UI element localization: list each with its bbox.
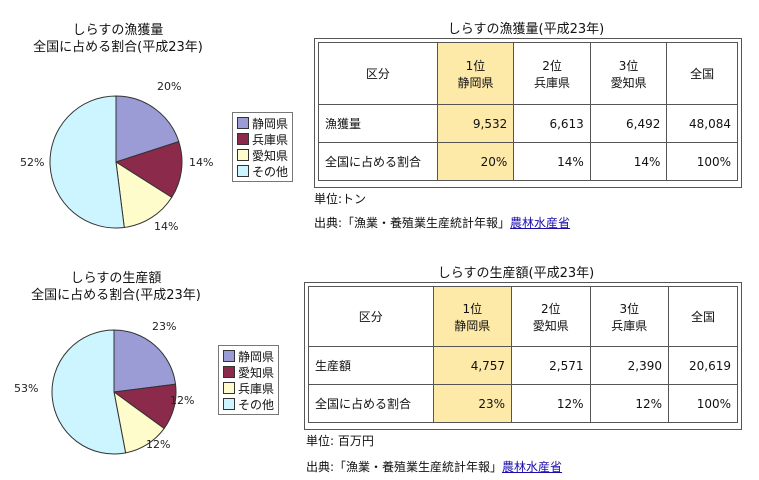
- table-cell: 区分: [308, 286, 434, 347]
- table-cell: 2位 兵庫県: [513, 42, 591, 105]
- pie1-subtitle: 全国に占める割合(平成23年): [33, 40, 203, 55]
- source-text: 出典:「漁業・養殖業生産統計年報」: [314, 216, 511, 230]
- table-row: 区分 1位 静岡県 2位 兵庫県 3位 愛知県 全国: [318, 42, 738, 105]
- table-cell: 12%: [511, 384, 591, 423]
- legend-label: 愛知県: [252, 148, 289, 163]
- table-cell: 4,757: [432, 346, 513, 385]
- table-cell: 全国に占める割合: [318, 142, 438, 181]
- table-cell: 漁獲量: [318, 104, 438, 143]
- table-cell: 6,613: [513, 104, 591, 143]
- table-row: 生産額 4,757 2,571 2,390 20,619: [308, 346, 738, 385]
- pie2-title-block: しらすの生産額 全国に占める割合(平成23年): [6, 270, 226, 304]
- table-cell: 1位 静岡県: [436, 42, 515, 105]
- legend-label: 静岡県: [238, 349, 275, 364]
- table-cell: 3位 兵庫県: [589, 286, 670, 347]
- legend-label: 兵庫県: [252, 132, 289, 147]
- table-cell: 2位 愛知県: [511, 286, 591, 347]
- table2-source: 出典:「漁業・養殖業生産統計年報」農林水産省: [306, 458, 562, 475]
- legend-item: 愛知県: [223, 364, 274, 380]
- table-cell: 3位 愛知県: [589, 42, 668, 105]
- pie-slice: [114, 140, 183, 199]
- table-cell: 48,084: [666, 104, 738, 143]
- pie-value-label: 20%: [157, 80, 181, 93]
- legend-item: その他: [223, 396, 274, 412]
- legend-item: 愛知県: [237, 147, 288, 163]
- pie-value-label: 14%: [154, 220, 178, 233]
- legend-item: 兵庫県: [237, 131, 288, 147]
- table-cell: 全国: [666, 42, 738, 105]
- legend-swatch: [223, 382, 235, 394]
- table-row: 漁獲量 9,532 6,613 6,492 48,084: [318, 104, 738, 143]
- table2: 区分 1位 静岡県 2位 愛知県 3位 兵庫県 全国 生産額 4,757 2,5…: [308, 286, 738, 423]
- pie1-title-block: しらすの漁獲量 全国に占める割合(平成23年): [8, 22, 228, 56]
- source-link[interactable]: 農林水産省: [510, 216, 571, 230]
- table-cell: 20%: [436, 142, 515, 181]
- pie-value-label: 53%: [14, 382, 38, 395]
- table2-unit: 単位: 百万円: [306, 434, 374, 448]
- legend-item: その他: [237, 163, 288, 179]
- source-text: 出典:「漁業・養殖業生産統計年報」: [306, 460, 503, 474]
- legend-label: 兵庫県: [238, 381, 275, 396]
- pie-value-label: 52%: [20, 156, 44, 169]
- table-cell: 区分: [318, 42, 438, 105]
- legend-swatch: [237, 149, 249, 161]
- table-row: 全国に占める割合 20% 14% 14% 100%: [318, 142, 738, 181]
- legend-swatch: [237, 117, 249, 129]
- table1-unit: 単位:トン: [314, 192, 367, 206]
- source-link[interactable]: 農林水産省: [502, 460, 563, 474]
- table-row: 全国に占める割合 23% 12% 12% 100%: [308, 384, 738, 423]
- table1-title: しらすの漁獲量(平成23年): [447, 22, 605, 37]
- pie-value-label: 14%: [189, 156, 213, 169]
- legend-swatch: [237, 165, 249, 177]
- legend-item: 静岡県: [223, 348, 274, 364]
- table-cell: 全国: [668, 286, 738, 347]
- table-row: 区分 1位 静岡県 2位 愛知県 3位 兵庫県 全国: [308, 286, 738, 347]
- pie-value-label: 23%: [152, 320, 176, 333]
- table2-frame: [304, 282, 742, 430]
- table1-frame: [314, 38, 742, 188]
- table-cell: 全国に占める割合: [308, 384, 434, 423]
- pie2-legend: 静岡県 愛知県 兵庫県 その他: [218, 345, 280, 415]
- table-cell: 9,532: [436, 104, 515, 143]
- legend-swatch: [237, 133, 249, 145]
- pie2-chart: 23% 12% 12% 53%: [14, 320, 194, 455]
- legend-swatch: [223, 350, 235, 362]
- legend-swatch: [223, 366, 235, 378]
- legend-label: その他: [252, 164, 289, 179]
- table-cell: 23%: [432, 384, 513, 423]
- legend-swatch: [223, 398, 235, 410]
- pie2-subtitle: 全国に占める割合(平成23年): [31, 288, 201, 303]
- pie-slice: [115, 95, 180, 163]
- legend-label: 静岡県: [252, 116, 289, 131]
- pie1-title: しらすの漁獲量: [72, 23, 164, 38]
- table-cell: 2,390: [589, 346, 670, 385]
- pie1-legend: 静岡県 兵庫県 愛知県 その他: [232, 112, 294, 182]
- table-cell: 2,571: [511, 346, 591, 385]
- table2-title: しらすの生産額(平成23年): [437, 266, 595, 281]
- legend-item: 兵庫県: [223, 380, 274, 396]
- pie2-title: しらすの生産額: [70, 271, 162, 286]
- table-cell: 14%: [513, 142, 591, 181]
- pie-value-label: 12%: [146, 438, 170, 451]
- table-cell: 100%: [668, 384, 738, 423]
- legend-label: 愛知県: [238, 365, 275, 380]
- legend-label: その他: [238, 397, 275, 412]
- table-cell: 生産額: [308, 346, 434, 385]
- table-cell: 20,619: [668, 346, 738, 385]
- pie-slice: [113, 329, 177, 393]
- pie-slice: [49, 95, 125, 229]
- table1-source: 出典:「漁業・養殖業生産統計年報」農林水産省: [314, 214, 570, 231]
- pie1-chart: 20% 14% 14% 52%: [20, 80, 213, 233]
- table-cell: 100%: [666, 142, 738, 181]
- pie-slice: [51, 329, 127, 455]
- table-cell: 1位 静岡県: [432, 286, 513, 347]
- table-cell: 6,492: [589, 104, 668, 143]
- table-cell: 12%: [589, 384, 670, 423]
- legend-item: 静岡県: [237, 115, 288, 131]
- pie-slice: [115, 161, 173, 229]
- table1: 区分 1位 静岡県 2位 兵庫県 3位 愛知県 全国 漁獲量 9,532 6,6…: [318, 42, 738, 181]
- pie-value-label: 12%: [170, 394, 194, 407]
- table-cell: 14%: [589, 142, 668, 181]
